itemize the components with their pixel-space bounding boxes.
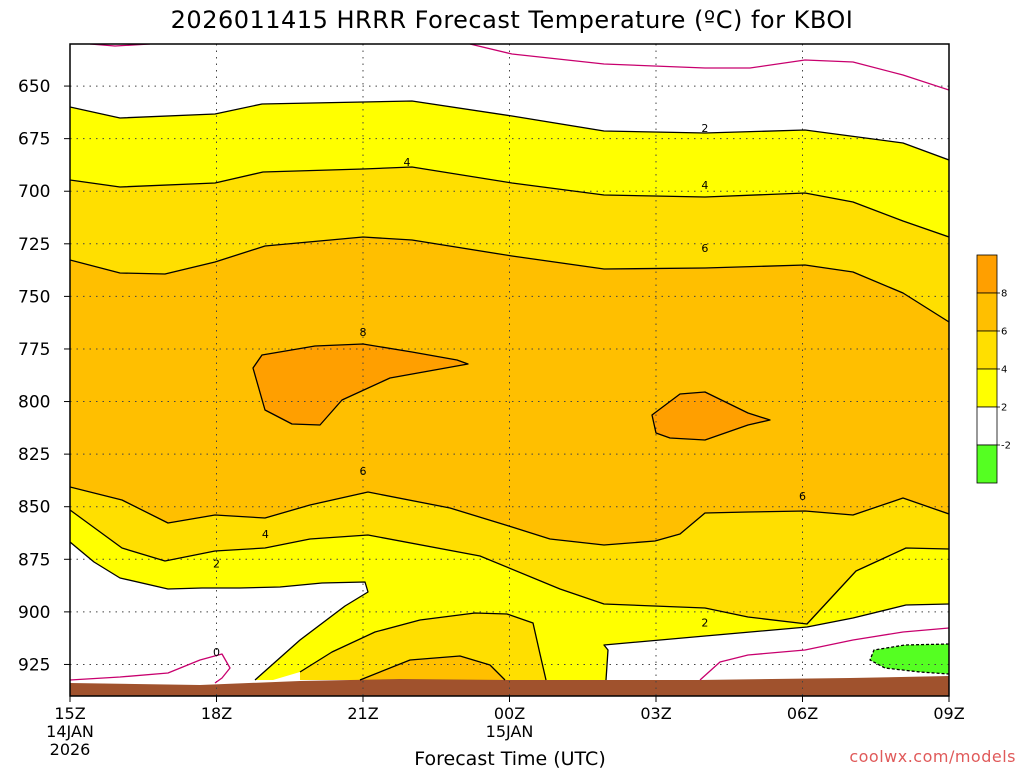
x-tick-label: 03Z: [640, 704, 671, 723]
contour-6-lower: [70, 486, 949, 546]
contour-2-lower: [70, 541, 369, 681]
contour-label: 2: [701, 616, 708, 629]
y-tick-label: 875: [18, 550, 50, 570]
contour-label: 6: [799, 490, 806, 503]
contour-2-lower-right: [603, 603, 949, 681]
grid-lines: [70, 44, 949, 696]
contour-label: 4: [701, 179, 708, 192]
y-tick-label: 675: [18, 130, 50, 150]
credit-text: coolwx.com/models: [849, 747, 1016, 766]
contour-label: 8: [360, 326, 367, 339]
contour-label: 2: [701, 122, 708, 135]
contour-labels: 2 4 4 6 8 6 6 4 2 2 0: [213, 122, 806, 659]
terrain-surface: [70, 676, 949, 696]
band-8-plus-a: [253, 344, 468, 425]
contour-4-lower: [70, 509, 949, 625]
colorbar: 8 6 4 2 -2: [976, 254, 1011, 484]
contour-2-upper: [70, 100, 949, 161]
y-tick-label: 850: [18, 498, 50, 518]
contour-0-top-right: [469, 44, 949, 91]
band-8-plus-b: [652, 392, 770, 440]
colorbar-label: 2: [1001, 403, 1007, 414]
contour-lines: [70, 44, 949, 684]
contour-4-upper: [70, 166, 949, 238]
y-tick-label: 925: [18, 655, 50, 675]
contour-fills: [70, 44, 949, 696]
contour-label: 6: [701, 242, 708, 255]
contour-0-lower-right: [699, 627, 949, 681]
colorbar-swatch: [976, 368, 998, 408]
x-tick-label: 00Z: [494, 704, 525, 723]
y-tick-label: 775: [18, 340, 50, 360]
y-tick-label: 650: [18, 77, 50, 97]
y-tick-label: 725: [18, 235, 50, 255]
y-tick-label: 800: [18, 393, 50, 413]
colorbar-label: 4: [1001, 365, 1007, 376]
contour-6-surface: [359, 655, 506, 681]
band-6-pocket-surface: [360, 656, 505, 680]
x-axis-label: Forecast Time (UTC): [414, 748, 605, 768]
contour-label: 4: [262, 528, 269, 541]
y-tick-label: 900: [18, 603, 50, 623]
colorbar-label: 6: [1001, 327, 1007, 338]
contour-label: 4: [403, 156, 410, 169]
chart-title: 2026011415 HRRR Forecast Temperature (ºC…: [171, 6, 854, 34]
contour-8-b: [651, 391, 771, 441]
contour-6-upper: [70, 236, 949, 323]
colorbar-label: -2: [1001, 441, 1011, 452]
x-tick-sublabel: 14JAN: [46, 722, 94, 741]
y-tick-label: 825: [18, 445, 50, 465]
band-6-to-8: [70, 237, 949, 545]
colorbar-swatch: [976, 444, 998, 484]
x-tick-label: 06Z: [787, 704, 818, 723]
y-tick-label: 750: [18, 287, 50, 307]
x-tick-sublabel: 2026: [50, 740, 91, 759]
y-axis: 650 675 700 725 750 775 800 825 850 875 900 925: [18, 77, 70, 675]
x-tick-label: 09Z: [933, 704, 964, 723]
colorbar-swatch: [976, 330, 998, 370]
x-tick-label: 15Z: [54, 704, 85, 723]
x-tick-label: 21Z: [347, 704, 378, 723]
contour-label: 0: [213, 646, 220, 659]
contour-label: 2: [213, 557, 220, 570]
y-tick-label: 700: [18, 182, 50, 202]
band-below-minus-2: [870, 644, 949, 674]
x-tick-label: 18Z: [201, 704, 232, 723]
colorbar-label: 8: [1001, 289, 1007, 300]
contour-4-surface: [299, 612, 547, 681]
contour-minus-2: [869, 643, 949, 675]
x-tick-sublabel: 15JAN: [486, 722, 534, 741]
contour-0-lower-left: [70, 653, 231, 684]
colorbar-swatch: [976, 406, 998, 446]
contour-8-a: [252, 343, 469, 426]
contour-label: 6: [360, 465, 367, 478]
colorbar-swatch: [976, 292, 998, 332]
colorbar-swatch: [976, 254, 998, 294]
